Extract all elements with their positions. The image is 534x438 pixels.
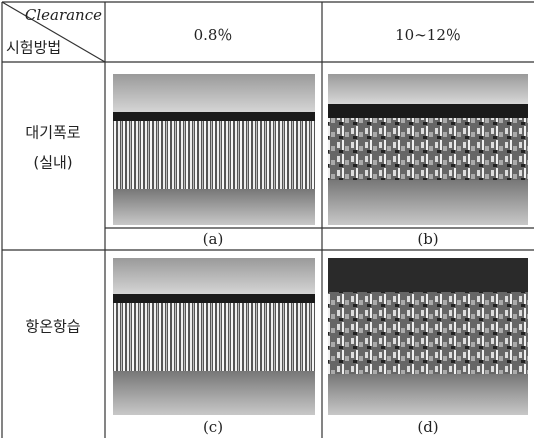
photo-a: [113, 74, 315, 225]
row-label: (실내): [33, 154, 72, 172]
corner-bottom: 시험방법: [6, 39, 61, 57]
caption: (d): [417, 418, 438, 436]
photo-b: [328, 74, 528, 225]
column-header: 0.8％: [194, 26, 233, 44]
caption: (b): [417, 230, 438, 248]
column-header: 10∼12％: [395, 26, 461, 44]
row-label: 대기폭로: [25, 124, 80, 142]
row-label: 항온항습: [25, 318, 80, 336]
caption: (a): [203, 230, 224, 248]
corner-top: Clearance: [25, 6, 102, 24]
caption: (c): [203, 418, 223, 436]
photo-d: [328, 258, 528, 415]
photo-c: [113, 258, 315, 415]
diagonal: [1, 1, 106, 63]
